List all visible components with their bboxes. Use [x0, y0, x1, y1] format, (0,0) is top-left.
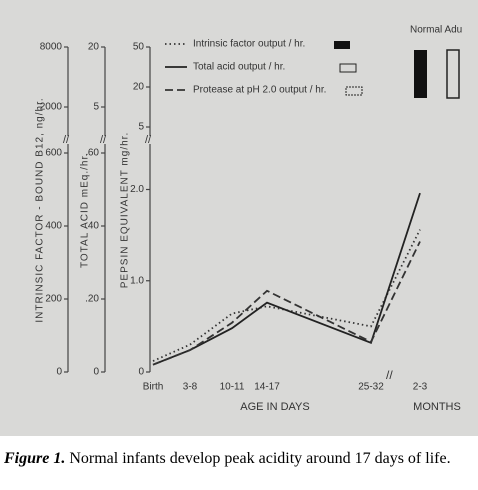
legend-label: Intrinsic factor output / hr. — [193, 39, 305, 50]
caption-text: Normal infants develop peak acidity arou… — [65, 450, 451, 467]
y-tick-label: 20 — [88, 42, 100, 53]
axis-break: // — [100, 134, 107, 146]
legend-icon — [339, 63, 357, 73]
series-line — [152, 229, 421, 362]
y-tick-label: 400 — [45, 221, 62, 232]
y-axis-label: INTRINSIC FACTOR - BOUND B12, ng/hr. — [35, 97, 46, 322]
legend-bar-icon — [446, 49, 460, 99]
y-axis-label: PEPSIN EQUIVALENT mg/hr. — [120, 132, 131, 288]
x-tick-label: 3-8 — [183, 382, 198, 393]
x-tick-label: 2-3 — [413, 382, 428, 393]
series-line — [152, 192, 421, 366]
y-tick-label: 600 — [45, 148, 62, 159]
y-tick-label: .60 — [85, 148, 99, 159]
y-tick-label: 20 — [133, 82, 145, 93]
x-tick-label: Birth — [143, 382, 164, 393]
annotation: Normal Adu — [410, 25, 462, 36]
y-tick-label: 2000 — [40, 102, 63, 113]
x-axis-label: MONTHS — [413, 401, 461, 413]
legend-icon — [345, 86, 363, 96]
legend-label: Protease at pH 2.0 output / hr. — [193, 85, 326, 96]
y-tick-label: 0 — [56, 367, 62, 378]
y-tick-label: 2.0 — [130, 184, 144, 195]
y-tick-label: 5 — [138, 122, 144, 133]
y-tick-label: 0 — [93, 367, 99, 378]
y-tick-label: 5 — [93, 102, 99, 113]
legend-bar-icon — [414, 50, 427, 98]
x-tick-label: 14-17 — [254, 382, 280, 393]
caption: Figure 1. Normal infants develop peak ac… — [4, 448, 472, 469]
x-axis-label: AGE IN DAYS — [240, 401, 309, 413]
x-tick-label: 10-11 — [220, 382, 245, 393]
legend-icon — [334, 41, 350, 49]
caption-label: Figure 1. — [4, 450, 66, 467]
y-tick-label: 8000 — [40, 42, 63, 53]
axis-break: // — [145, 134, 152, 146]
x-tick-label: 25-32 — [358, 382, 384, 393]
figure-background — [0, 0, 478, 436]
y-tick-label: 200 — [45, 294, 62, 305]
y-tick-label: .40 — [85, 221, 99, 232]
y-tick-label: 1.0 — [130, 275, 144, 286]
y-axis-label: TOTAL ACID mEq./hr. — [80, 152, 91, 268]
axis-break: // — [63, 134, 70, 146]
legend-label: Total acid output / hr. — [193, 62, 285, 73]
y-tick-label: .20 — [85, 294, 99, 305]
figure: Normal Adu AGE IN DAYS MONTHS // // INTRI… — [0, 0, 478, 436]
axis-break: // — [386, 368, 393, 382]
y-tick-label: 0 — [138, 367, 144, 378]
y-tick-label: 50 — [133, 42, 145, 53]
series-line — [152, 241, 421, 366]
